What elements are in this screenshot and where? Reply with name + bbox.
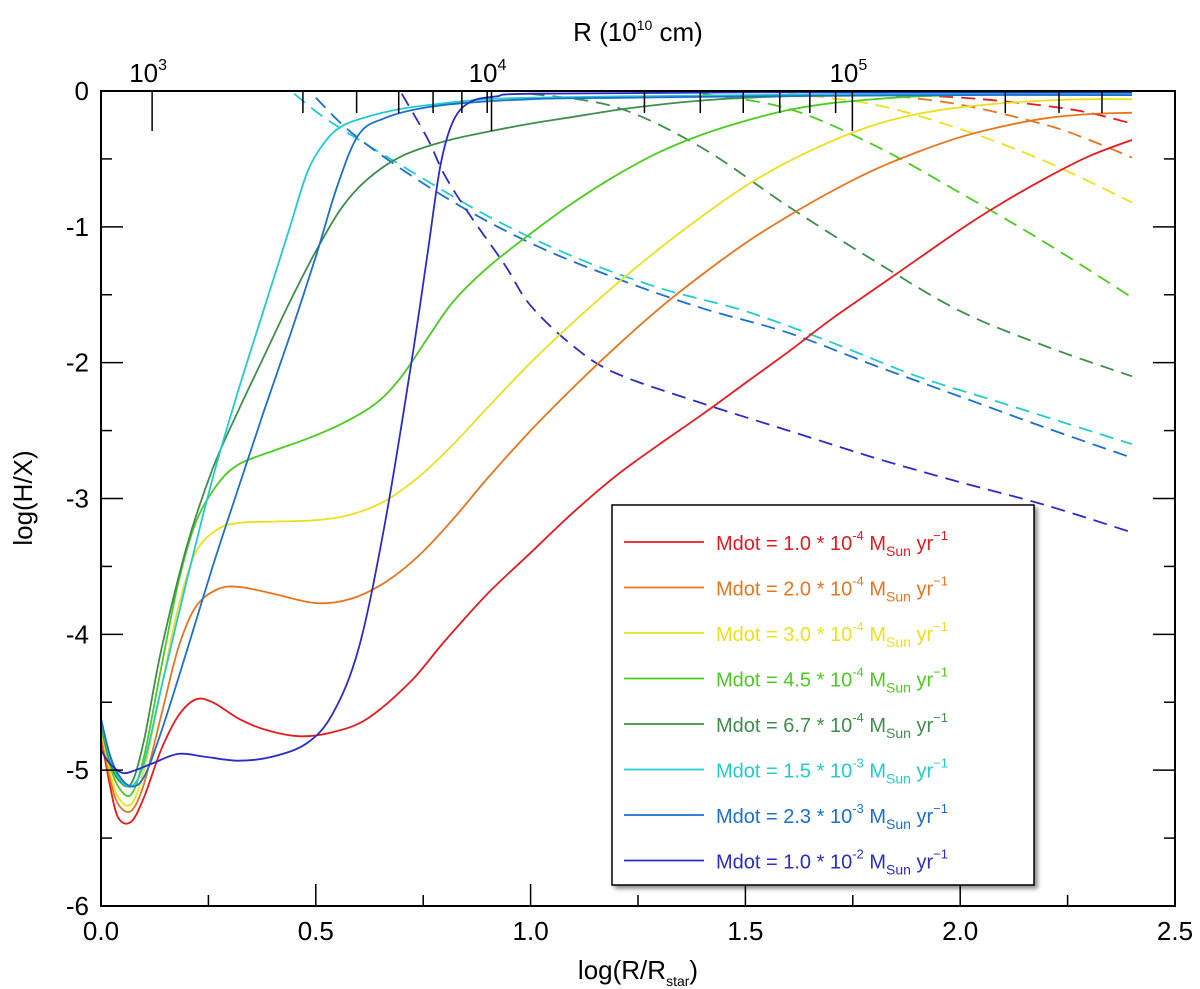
series-2-dashed-line [874,92,1133,159]
x-tick-label: 0.0 [83,916,119,946]
top-tick-label: 105 [829,57,867,88]
plot-lines [101,91,1133,825]
series-1-dashed-line [917,94,1133,125]
series-4-dashed-line [702,92,1133,299]
y-tick-label: 0 [75,76,89,106]
top-tick-label: 104 [469,57,507,88]
y-tick-label: -4 [66,619,89,649]
x-tick-label: 1.0 [513,916,549,946]
legend-label: Mdot = 1.0 * 10-4 MSun yr−1 [716,528,948,559]
legend-label: Mdot = 2.3 * 10-3 MSun yr−1 [716,801,948,832]
x-axis-title: log(R/Rstar) [578,955,698,989]
top-axis-tick-labels: 103 104 105 [129,57,867,88]
x-tick-label: 2.0 [942,916,978,946]
legend-label: Mdot = 3.0 * 10-4 MSun yr−1 [716,619,948,650]
x-tick-label: 2.5 [1157,916,1193,946]
series-6-dashed-line [293,93,1133,446]
series-6-solid-line [101,92,1133,788]
series-8-dashed-line [400,93,1133,534]
legend-box [611,504,1035,886]
series-5-solid-line [101,92,1133,788]
axis-ticks [100,90,1176,907]
x-tick-labels: 0.0 0.5 1.0 1.5 2.0 2.5 [83,916,1193,946]
legend-label: Mdot = 2.0 * 10-4 MSun yr−1 [716,574,948,605]
legend-label: Mdot = 1.5 * 10-3 MSun yr−1 [716,756,948,787]
series-1-solid-line [101,139,1133,825]
y-tick-label: -1 [66,212,89,242]
series-7-solid-line [101,94,1133,788]
legend-items: Mdot = 1.0 * 10-4 MSun yr−1 Mdot = 2.0 * … [624,528,948,878]
y-tick-label: -5 [66,755,89,785]
legend: Mdot = 1.0 * 10-4 MSun yr−1 Mdot = 2.0 * … [611,504,1035,886]
series-5-dashed-line [530,92,1133,378]
series-2-solid-line [101,111,1133,813]
series-7-dashed-line [315,97,1133,459]
legend-label: Mdot = 4.5 * 10-4 MSun yr−1 [716,665,948,696]
series-4-solid-line [101,92,1133,798]
legend-label: Mdot = 1.0 * 10-2 MSun yr−1 [716,847,948,878]
top-tick-label: 103 [129,57,167,88]
y-axis-title: log(H/X) [8,450,38,545]
series-3-dashed-line [788,92,1133,204]
x-tick-label: 1.5 [727,916,763,946]
y-tick-label: -2 [66,348,89,378]
x-tick-label: 0.5 [298,916,334,946]
y-tick-label: -3 [66,484,89,514]
series-8-solid-line [101,91,1133,775]
y-tick-label: -6 [66,891,89,921]
y-tick-labels: 0 -1 -2 -3 -4 -5 -6 [66,76,89,921]
top-axis-title: R (1010 cm) [573,17,703,47]
legend-label: Mdot = 6.7 * 10-4 MSun yr−1 [716,710,948,741]
